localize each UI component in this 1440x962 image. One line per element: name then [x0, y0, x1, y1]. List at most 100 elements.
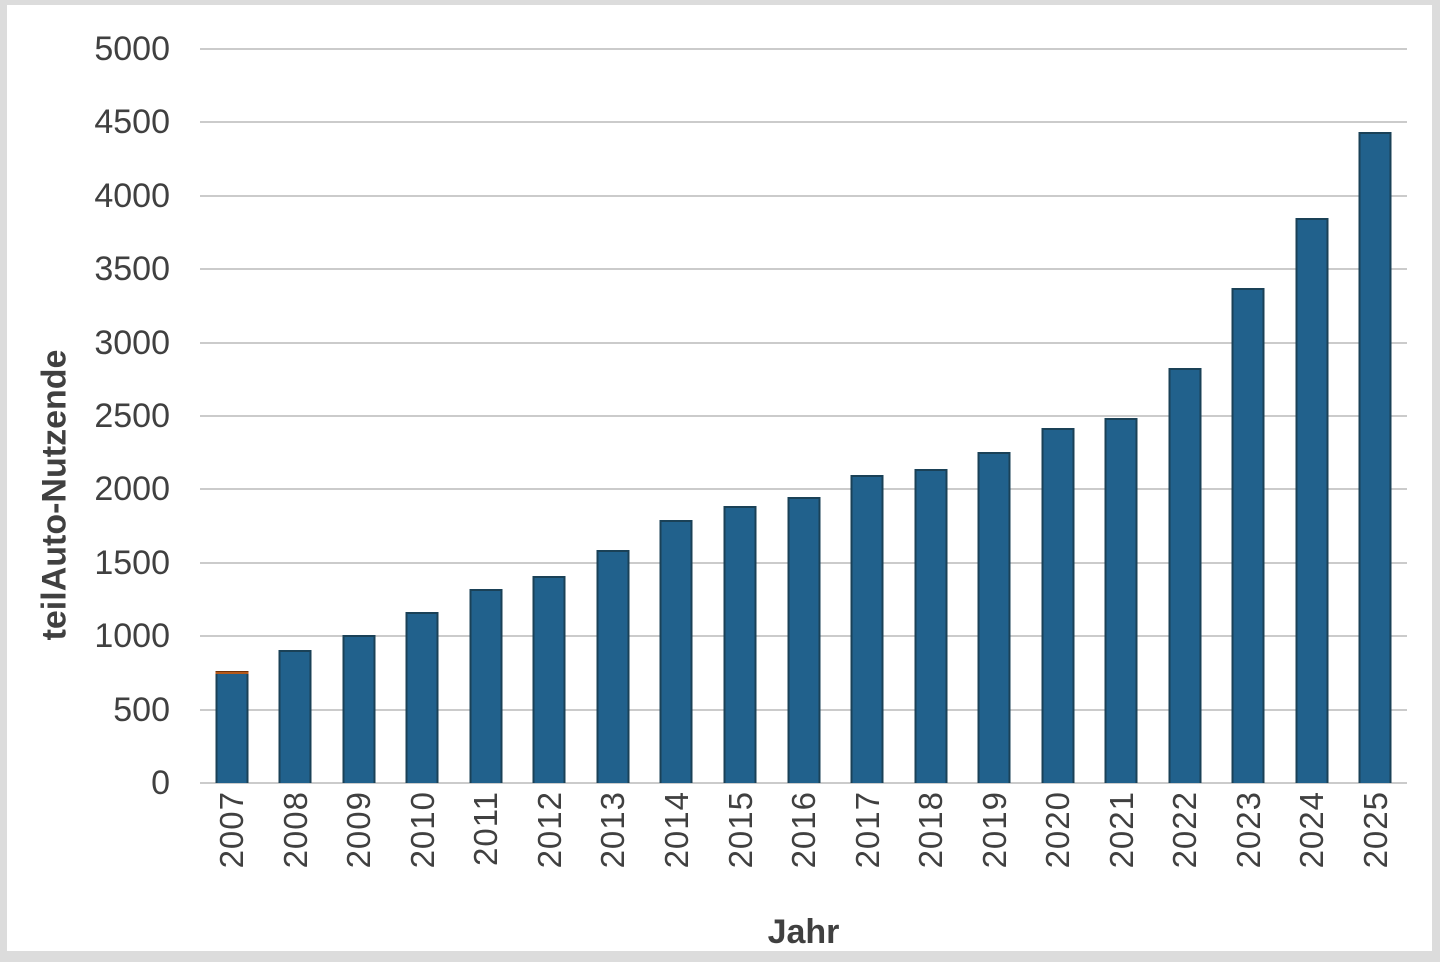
bar-2016 — [787, 496, 821, 783]
chart-panel: teilAuto-Nutzende 0 500 1000 1500 2000 2500 30… — [7, 5, 1432, 951]
bar-2010 — [405, 611, 439, 783]
bar-slot-2011 — [454, 49, 518, 783]
x-tick-slot-2011: 2011 — [454, 791, 518, 896]
x-tick-label-2011: 2011 — [467, 791, 505, 866]
x-tick-label-2019: 2019 — [975, 791, 1013, 869]
bar-2008 — [278, 650, 312, 783]
x-tick-slot-2020: 2020 — [1026, 791, 1090, 896]
x-tick-label-2016: 2016 — [785, 791, 823, 869]
bar-slot-2025 — [1344, 49, 1408, 783]
bar-2013-main — [596, 549, 630, 783]
bar-2010-main — [405, 611, 439, 783]
bar-2017 — [850, 475, 884, 783]
y-tick-label-2500: 2500 — [94, 397, 170, 435]
gridline-4500 — [200, 121, 1407, 124]
x-tick-label-2023: 2023 — [1229, 791, 1267, 869]
bar-2007-orange-cap — [215, 671, 249, 675]
y-tick-label-4000: 4000 — [94, 176, 170, 215]
x-tick-slot-2015: 2015 — [708, 791, 772, 896]
bar-2011 — [469, 589, 503, 783]
bar-2009 — [342, 634, 376, 783]
x-tick-slot-2019: 2019 — [962, 791, 1026, 896]
x-tick-slot-2022: 2022 — [1153, 791, 1217, 896]
bar-2007-main — [215, 674, 249, 783]
bar-2018 — [914, 468, 948, 783]
x-tick-label-2021: 2021 — [1102, 791, 1140, 869]
bar-slot-2013 — [581, 49, 645, 783]
bar-2022 — [1168, 367, 1202, 783]
x-tick-slot-2010: 2010 — [391, 791, 455, 896]
x-tick-slot-2023: 2023 — [1217, 791, 1281, 896]
bar-slot-2019 — [962, 49, 1026, 783]
bar-slot-2018 — [899, 49, 963, 783]
y-tick-label-1500: 1500 — [94, 543, 170, 582]
x-tick-slot-2018: 2018 — [899, 791, 963, 896]
x-tick-label-2013: 2013 — [594, 791, 632, 869]
bar-slot-2016 — [772, 49, 836, 783]
x-tick-label-2018: 2018 — [912, 791, 950, 869]
y-tick-label-5000: 5000 — [94, 30, 170, 68]
x-tick-slot-2017: 2017 — [835, 791, 899, 896]
bar-2014-main — [659, 519, 693, 783]
gridline-3500 — [200, 268, 1407, 271]
bar-slot-2021 — [1089, 49, 1153, 783]
x-tick-slot-2021: 2021 — [1089, 791, 1153, 896]
x-tick-label-2010: 2010 — [403, 791, 441, 869]
bar-slot-2023 — [1217, 49, 1281, 783]
bar-2025 — [1358, 131, 1392, 783]
x-tick-label-2024: 2024 — [1293, 791, 1331, 869]
x-tick-label-2017: 2017 — [848, 791, 886, 869]
bar-2024-main — [1295, 217, 1329, 783]
x-tick-slot-2008: 2008 — [264, 791, 328, 896]
plot-area — [200, 48, 1407, 784]
x-tick-label-2025: 2025 — [1356, 791, 1394, 869]
bar-2013 — [596, 549, 630, 783]
gridline-3000 — [200, 341, 1407, 344]
bar-slot-2020 — [1026, 49, 1090, 783]
x-tick-slot-2016: 2016 — [772, 791, 836, 896]
bar-2020 — [1041, 428, 1075, 783]
y-tick-label-3000: 3000 — [94, 323, 170, 362]
y-tick-label-500: 500 — [113, 690, 170, 729]
bar-slot-2007 — [200, 49, 264, 783]
x-tick-slot-2024: 2024 — [1280, 791, 1344, 896]
x-tick-slot-2014: 2014 — [645, 791, 709, 896]
y-tick-label-0: 0 — [151, 764, 170, 802]
bar-2017-main — [850, 475, 884, 783]
bar-2015-main — [723, 506, 757, 783]
x-tick-slot-2025: 2025 — [1344, 791, 1408, 896]
gridline-0 — [200, 782, 1407, 784]
bar-slot-2008 — [264, 49, 328, 783]
bar-slot-2009 — [327, 49, 391, 783]
bar-slot-2010 — [391, 49, 455, 783]
x-tick-label-2014: 2014 — [657, 791, 695, 869]
x-axis-tick-labels: 2007 2008 2009 2010 2011 2012 2013 2014 2015 2016… — [200, 791, 1407, 896]
x-tick-slot-2009: 2009 — [327, 791, 391, 896]
bar-2020-main — [1041, 428, 1075, 783]
bar-2021-main — [1104, 418, 1138, 783]
bar-2024 — [1295, 217, 1329, 783]
y-tick-label-3500: 3500 — [94, 250, 170, 289]
x-tick-label-2007: 2007 — [213, 791, 251, 869]
bar-2015 — [723, 506, 757, 783]
bar-2007 — [215, 671, 249, 783]
y-tick-label-4500: 4500 — [94, 103, 170, 142]
x-tick-slot-2007: 2007 — [200, 791, 264, 896]
y-tick-label-1000: 1000 — [94, 617, 170, 656]
bar-2022-main — [1168, 367, 1202, 783]
bar-slot-2014 — [645, 49, 709, 783]
x-axis-title: Jahr — [767, 913, 840, 951]
gridline-2000 — [200, 488, 1407, 491]
x-tick-label-2022: 2022 — [1166, 791, 1204, 869]
bar-2012 — [532, 576, 566, 783]
y-tick-label-2000: 2000 — [94, 470, 170, 509]
bar-2025-main — [1358, 131, 1392, 783]
bar-2018-main — [914, 468, 948, 783]
bars-layer — [200, 49, 1407, 783]
bar-2019-main — [977, 451, 1011, 783]
x-tick-label-2015: 2015 — [721, 791, 759, 869]
bar-2016-main — [787, 496, 821, 783]
bar-2023-main — [1231, 287, 1265, 783]
bar-2023 — [1231, 287, 1265, 783]
bar-2021 — [1104, 418, 1138, 783]
